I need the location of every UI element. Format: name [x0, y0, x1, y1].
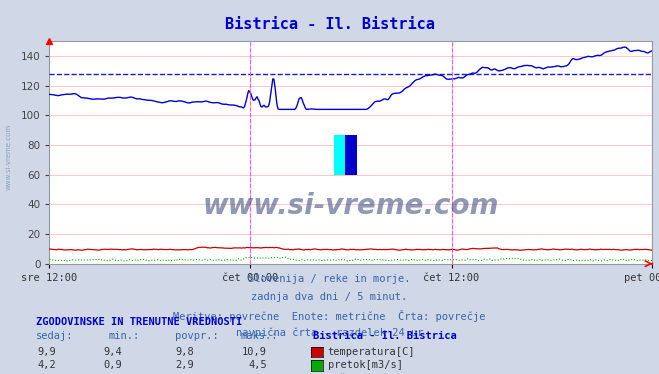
Text: www.si-vreme.com: www.si-vreme.com — [5, 124, 11, 190]
Text: povpr.:: povpr.: — [175, 331, 218, 341]
Text: ZGODOVINSKE IN TRENUTNE VREDNOSTI: ZGODOVINSKE IN TRENUTNE VREDNOSTI — [36, 317, 243, 327]
Text: Bistrica - Il. Bistrica: Bistrica - Il. Bistrica — [313, 331, 457, 341]
Text: temperatura[C]: temperatura[C] — [328, 347, 415, 357]
Text: 2,9: 2,9 — [176, 360, 194, 370]
Text: Meritve: povrečne  Enote: metrične  Črta: povrečje: Meritve: povrečne Enote: metrične Črta: … — [173, 310, 486, 322]
Text: navpična črta - razdelek 24 ur: navpična črta - razdelek 24 ur — [236, 328, 423, 338]
Text: 4,2: 4,2 — [38, 360, 56, 370]
Text: zadnja dva dni / 5 minut.: zadnja dva dni / 5 minut. — [251, 292, 408, 302]
Text: Slovenija / reke in morje.: Slovenija / reke in morje. — [248, 274, 411, 284]
Text: sedaj:: sedaj: — [36, 331, 74, 341]
Text: 9,9: 9,9 — [38, 347, 56, 357]
Text: 0,9: 0,9 — [103, 360, 122, 370]
Text: Bistrica - Il. Bistrica: Bistrica - Il. Bistrica — [225, 17, 434, 32]
Bar — [345, 135, 357, 175]
Text: pretok[m3/s]: pretok[m3/s] — [328, 360, 403, 370]
Text: 9,8: 9,8 — [176, 347, 194, 357]
Bar — [334, 135, 345, 175]
Text: 10,9: 10,9 — [242, 347, 267, 357]
Text: www.si-vreme.com: www.si-vreme.com — [203, 192, 499, 220]
Text: min.:: min.: — [109, 331, 140, 341]
Bar — [334, 135, 357, 175]
Text: 9,4: 9,4 — [103, 347, 122, 357]
Text: maks.:: maks.: — [241, 331, 278, 341]
Text: 4,5: 4,5 — [248, 360, 267, 370]
